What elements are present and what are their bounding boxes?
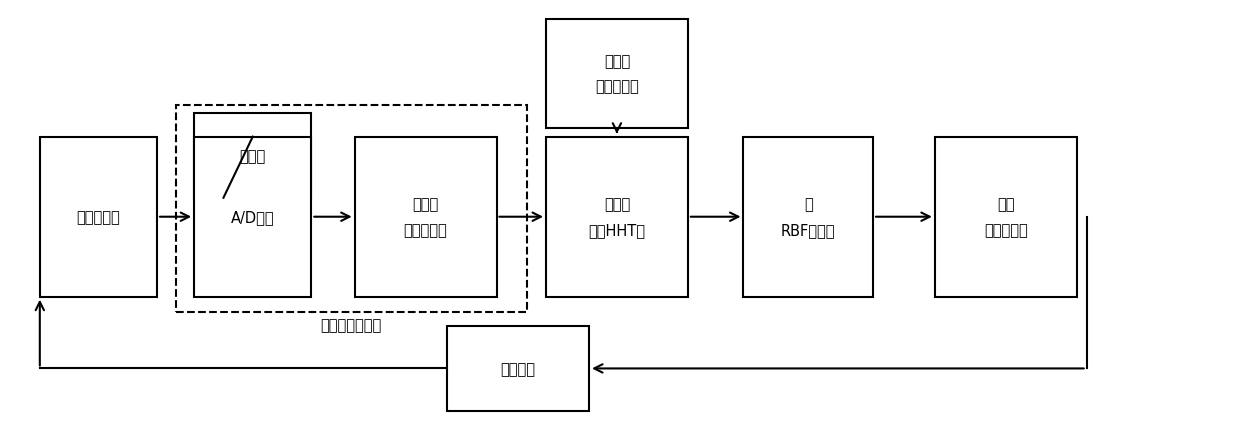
Bar	[176, 106, 527, 312]
Text: 征提取: 征提取	[604, 197, 630, 212]
Text: 络: 络	[804, 197, 812, 212]
Bar	[195, 114, 311, 198]
Bar	[195, 137, 311, 297]
Bar	[935, 137, 1076, 297]
Text: 气阀工作机: 气阀工作机	[595, 79, 639, 94]
Bar	[744, 137, 873, 297]
Bar	[448, 326, 589, 411]
Text: 理分析: 理分析	[604, 54, 630, 69]
Text: 信号预处理: 信号预处理	[404, 222, 448, 237]
Bar	[40, 137, 157, 297]
Bar	[355, 137, 496, 297]
Text: 压缩机气阀: 压缩机气阀	[77, 210, 120, 225]
Text: 状态信号的获取: 状态信号的获取	[320, 318, 382, 333]
Text: 基于HHT特: 基于HHT特	[589, 222, 645, 237]
Text: 故障分析与: 故障分析与	[983, 222, 1028, 237]
Text: 诊断: 诊断	[997, 197, 1014, 212]
Text: RBF神经网: RBF神经网	[781, 222, 836, 237]
Bar	[546, 137, 688, 297]
Text: 传感器: 传感器	[239, 149, 265, 164]
Text: 及收集: 及收集	[413, 197, 439, 212]
Bar	[546, 20, 688, 129]
Text: 诊断决策: 诊断决策	[501, 361, 536, 376]
Text: A/D转换: A/D转换	[231, 210, 274, 225]
